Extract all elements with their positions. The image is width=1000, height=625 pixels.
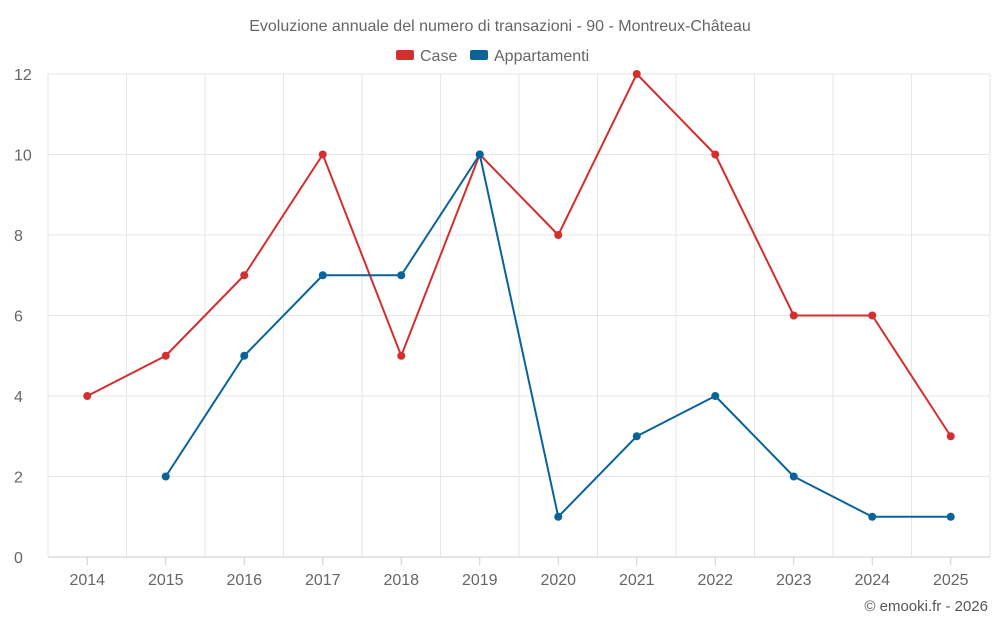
x-tick-label: 2023 (776, 572, 812, 589)
data-point-appartamenti[interactable] (318, 271, 327, 280)
x-tick-label: 2024 (854, 572, 890, 589)
y-tick-label: 0 (14, 550, 23, 567)
legend: Case Appartamenti (396, 48, 589, 65)
data-point-appartamenti[interactable] (554, 512, 563, 521)
series-line-case (86, 73, 952, 437)
y-tick-label: 8 (14, 228, 23, 245)
x-tick-label: 2020 (540, 572, 576, 589)
y-tick-label: 6 (14, 309, 23, 326)
data-point-appartamenti[interactable] (711, 392, 720, 400)
x-tick-label: 2025 (933, 572, 969, 589)
y-tick-label: 12 (14, 67, 32, 84)
credit-text: © emooki.fr - 2026 (864, 598, 988, 615)
y-axis: 0 2 4 6 8 10 12 (14, 67, 32, 567)
data-point-appartamenti[interactable] (632, 432, 641, 441)
y-tick-label: 2 (14, 470, 23, 487)
x-tick-label: 2017 (305, 572, 341, 589)
x-tick-label: 2018 (383, 572, 419, 589)
x-axis: 2014 2015 2016 2017 2018 2019 2020 2021 2022 2023… (48, 556, 990, 589)
data-point-appartamenti[interactable] (240, 351, 249, 360)
data-point-appartamenti[interactable] (868, 512, 877, 521)
data-point-case[interactable] (868, 311, 877, 320)
y-tick-label: 4 (14, 389, 23, 406)
legend-label-appartamenti[interactable]: Appartamenti (494, 48, 589, 65)
series-layer (83, 70, 955, 521)
data-point-case[interactable] (161, 351, 170, 360)
data-point-appartamenti[interactable] (946, 512, 955, 521)
data-point-appartamenti[interactable] (475, 150, 484, 159)
data-point-case[interactable] (397, 351, 406, 360)
x-tick-label: 2022 (697, 572, 733, 589)
x-tick-label: 2019 (462, 572, 498, 589)
legend-swatch-appartamenti[interactable] (470, 50, 488, 60)
data-point-case[interactable] (789, 311, 798, 320)
data-point-case[interactable] (632, 70, 641, 78)
chart-title: Evoluzione annuale del numero di transaz… (249, 18, 751, 35)
data-point-case[interactable] (554, 231, 563, 239)
data-point-case[interactable] (946, 432, 955, 441)
data-point-case[interactable] (711, 150, 720, 159)
x-tick-label: 2014 (69, 572, 105, 589)
data-point-case[interactable] (318, 150, 327, 159)
y-tick-label: 10 (14, 148, 32, 165)
data-point-appartamenti[interactable] (161, 472, 170, 481)
data-point-case[interactable] (240, 271, 249, 280)
legend-label-case[interactable]: Case (420, 48, 457, 65)
data-point-case[interactable] (83, 392, 92, 400)
data-point-appartamenti[interactable] (397, 271, 406, 280)
x-tick-label: 2016 (226, 572, 262, 589)
data-point-appartamenti[interactable] (789, 472, 798, 481)
legend-swatch-case[interactable] (396, 50, 414, 60)
x-tick-label: 2021 (619, 572, 655, 589)
x-tick-label: 2015 (148, 572, 184, 589)
